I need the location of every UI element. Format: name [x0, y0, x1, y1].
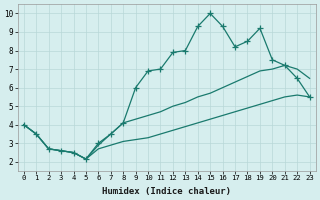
X-axis label: Humidex (Indice chaleur): Humidex (Indice chaleur): [102, 187, 231, 196]
